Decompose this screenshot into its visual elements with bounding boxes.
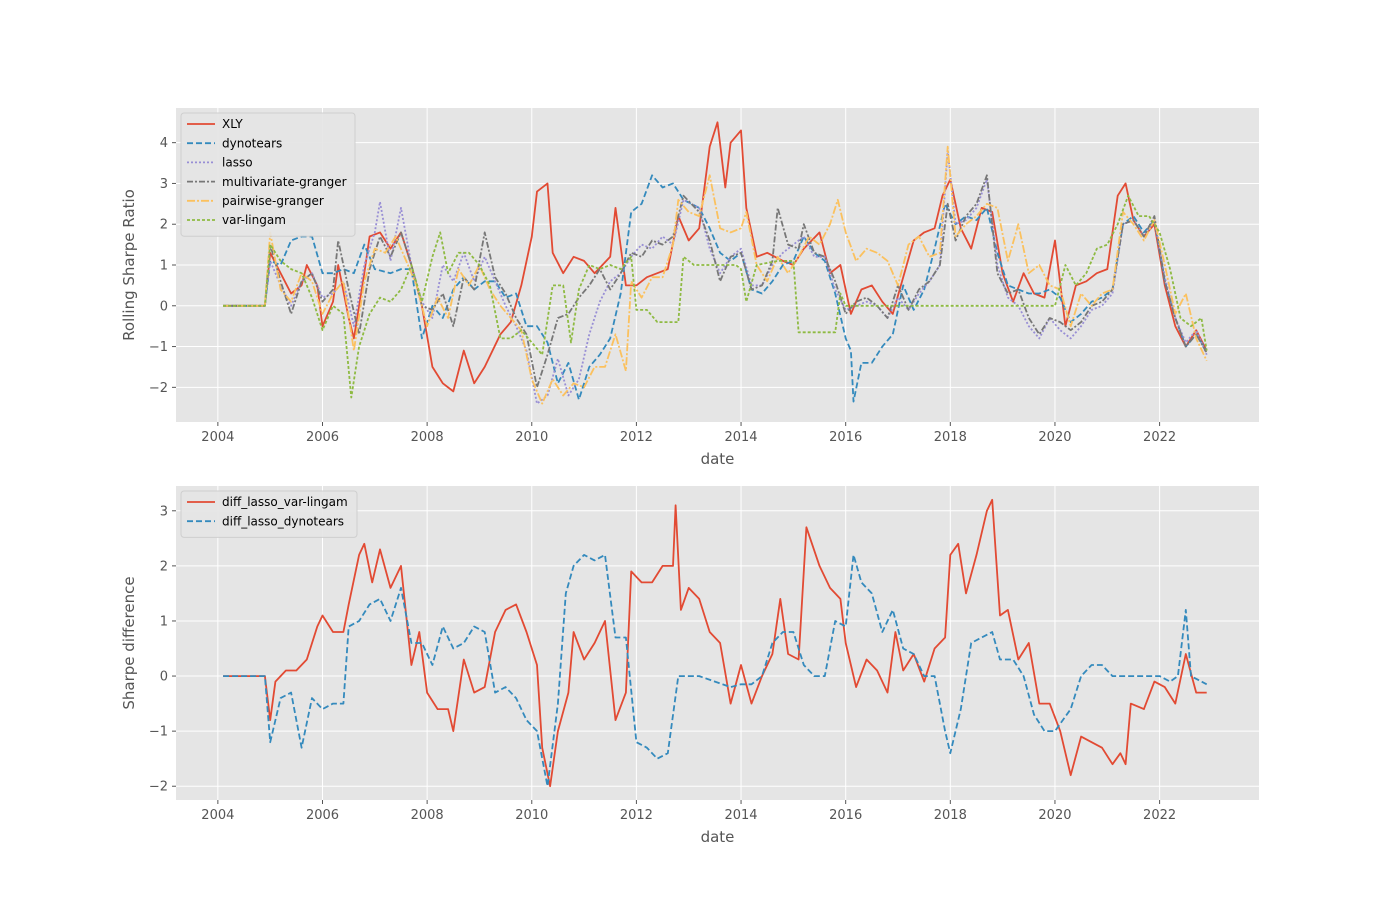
bottom-chart-sharpe-difference: 2004 2006 2008 2010 2012 2014 2016 2018 2020 2022… [120, 486, 1259, 846]
x-tick-label: 2018 [934, 808, 967, 823]
legend-label-diff_lasso_var-lingam: diff_lasso_var-lingam [222, 495, 348, 509]
legend-label-var-lingam: var-lingam [222, 213, 286, 227]
series-lines [223, 498, 1208, 788]
y-tick-label: −2 [149, 780, 168, 795]
series-line-diff_lasso_dynotears [223, 554, 1208, 788]
x-tick-label: 2018 [934, 430, 967, 445]
y-tick-label: 3 [160, 177, 168, 192]
series-lines [223, 121, 1208, 405]
x-tick-label: 2020 [1038, 808, 1071, 823]
legend-box [180, 112, 356, 237]
y-tick-label: 2 [160, 559, 168, 574]
y-tick-label: 3 [160, 504, 168, 519]
legend-label-XLY: XLY [222, 117, 243, 131]
x-tick-label: 2012 [620, 808, 653, 823]
series-line-diff_lasso_var-lingam [223, 498, 1207, 788]
series-line-var-lingam [223, 194, 1208, 399]
y-tick-label: 0 [160, 670, 168, 685]
x-tick-label: 2008 [411, 808, 444, 823]
y-axis-label: Rolling Sharpe Ratio [120, 189, 138, 341]
series-line-XLY [223, 121, 1208, 393]
legend-label-multivariate-granger: multivariate-granger [222, 175, 347, 189]
x-tick-label: 2008 [411, 430, 444, 445]
x-tick-label: 2006 [306, 430, 339, 445]
series-line-pairwise-granger [223, 145, 1208, 405]
y-tick-label: 0 [160, 299, 168, 314]
x-axis-label: date [701, 450, 735, 468]
x-tick-label: 2012 [620, 430, 653, 445]
x-tick-label: 2010 [515, 430, 548, 445]
legend: XLY dynotears lasso multivariate-granger pai… [180, 112, 356, 237]
legend-label-lasso: lasso [222, 156, 253, 170]
series-line-multivariate-granger [223, 174, 1208, 389]
x-tick-label: 2014 [724, 808, 757, 823]
x-tick-label: 2016 [829, 430, 862, 445]
x-tick-label: 2004 [201, 430, 234, 445]
legend-box [180, 490, 358, 538]
x-tick-label: 2020 [1038, 430, 1071, 445]
legend-label-diff_lasso_dynotears: diff_lasso_dynotears [222, 514, 344, 528]
y-tick-label: −1 [149, 725, 168, 740]
x-tick-label: 2006 [306, 808, 339, 823]
legend-label-pairwise-granger: pairwise-granger [222, 194, 324, 208]
x-tick-label: 2004 [201, 808, 234, 823]
x-axis-label: date [701, 828, 735, 846]
y-tick-label: −2 [149, 381, 168, 396]
x-tick-label: 2022 [1143, 808, 1176, 823]
y-tick-label: −1 [149, 340, 168, 355]
legend: diff_lasso_var-lingam diff_lasso_dynotear… [180, 490, 358, 538]
y-axis-label: Sharpe difference [120, 576, 138, 709]
x-tick-label: 2010 [515, 808, 548, 823]
x-tick-label: 2014 [724, 430, 757, 445]
legend-label-dynotears: dynotears [222, 136, 282, 150]
x-tick-label: 2016 [829, 808, 862, 823]
x-tick-label: 2022 [1143, 430, 1176, 445]
y-tick-label: 1 [160, 259, 168, 274]
y-tick-label: 4 [160, 136, 168, 151]
y-tick-label: 2 [160, 218, 168, 233]
top-chart-rolling-sharpe: 2004 2006 2008 2010 2012 2014 2016 2018 2020 2022… [120, 108, 1259, 468]
y-tick-label: 1 [160, 614, 168, 629]
